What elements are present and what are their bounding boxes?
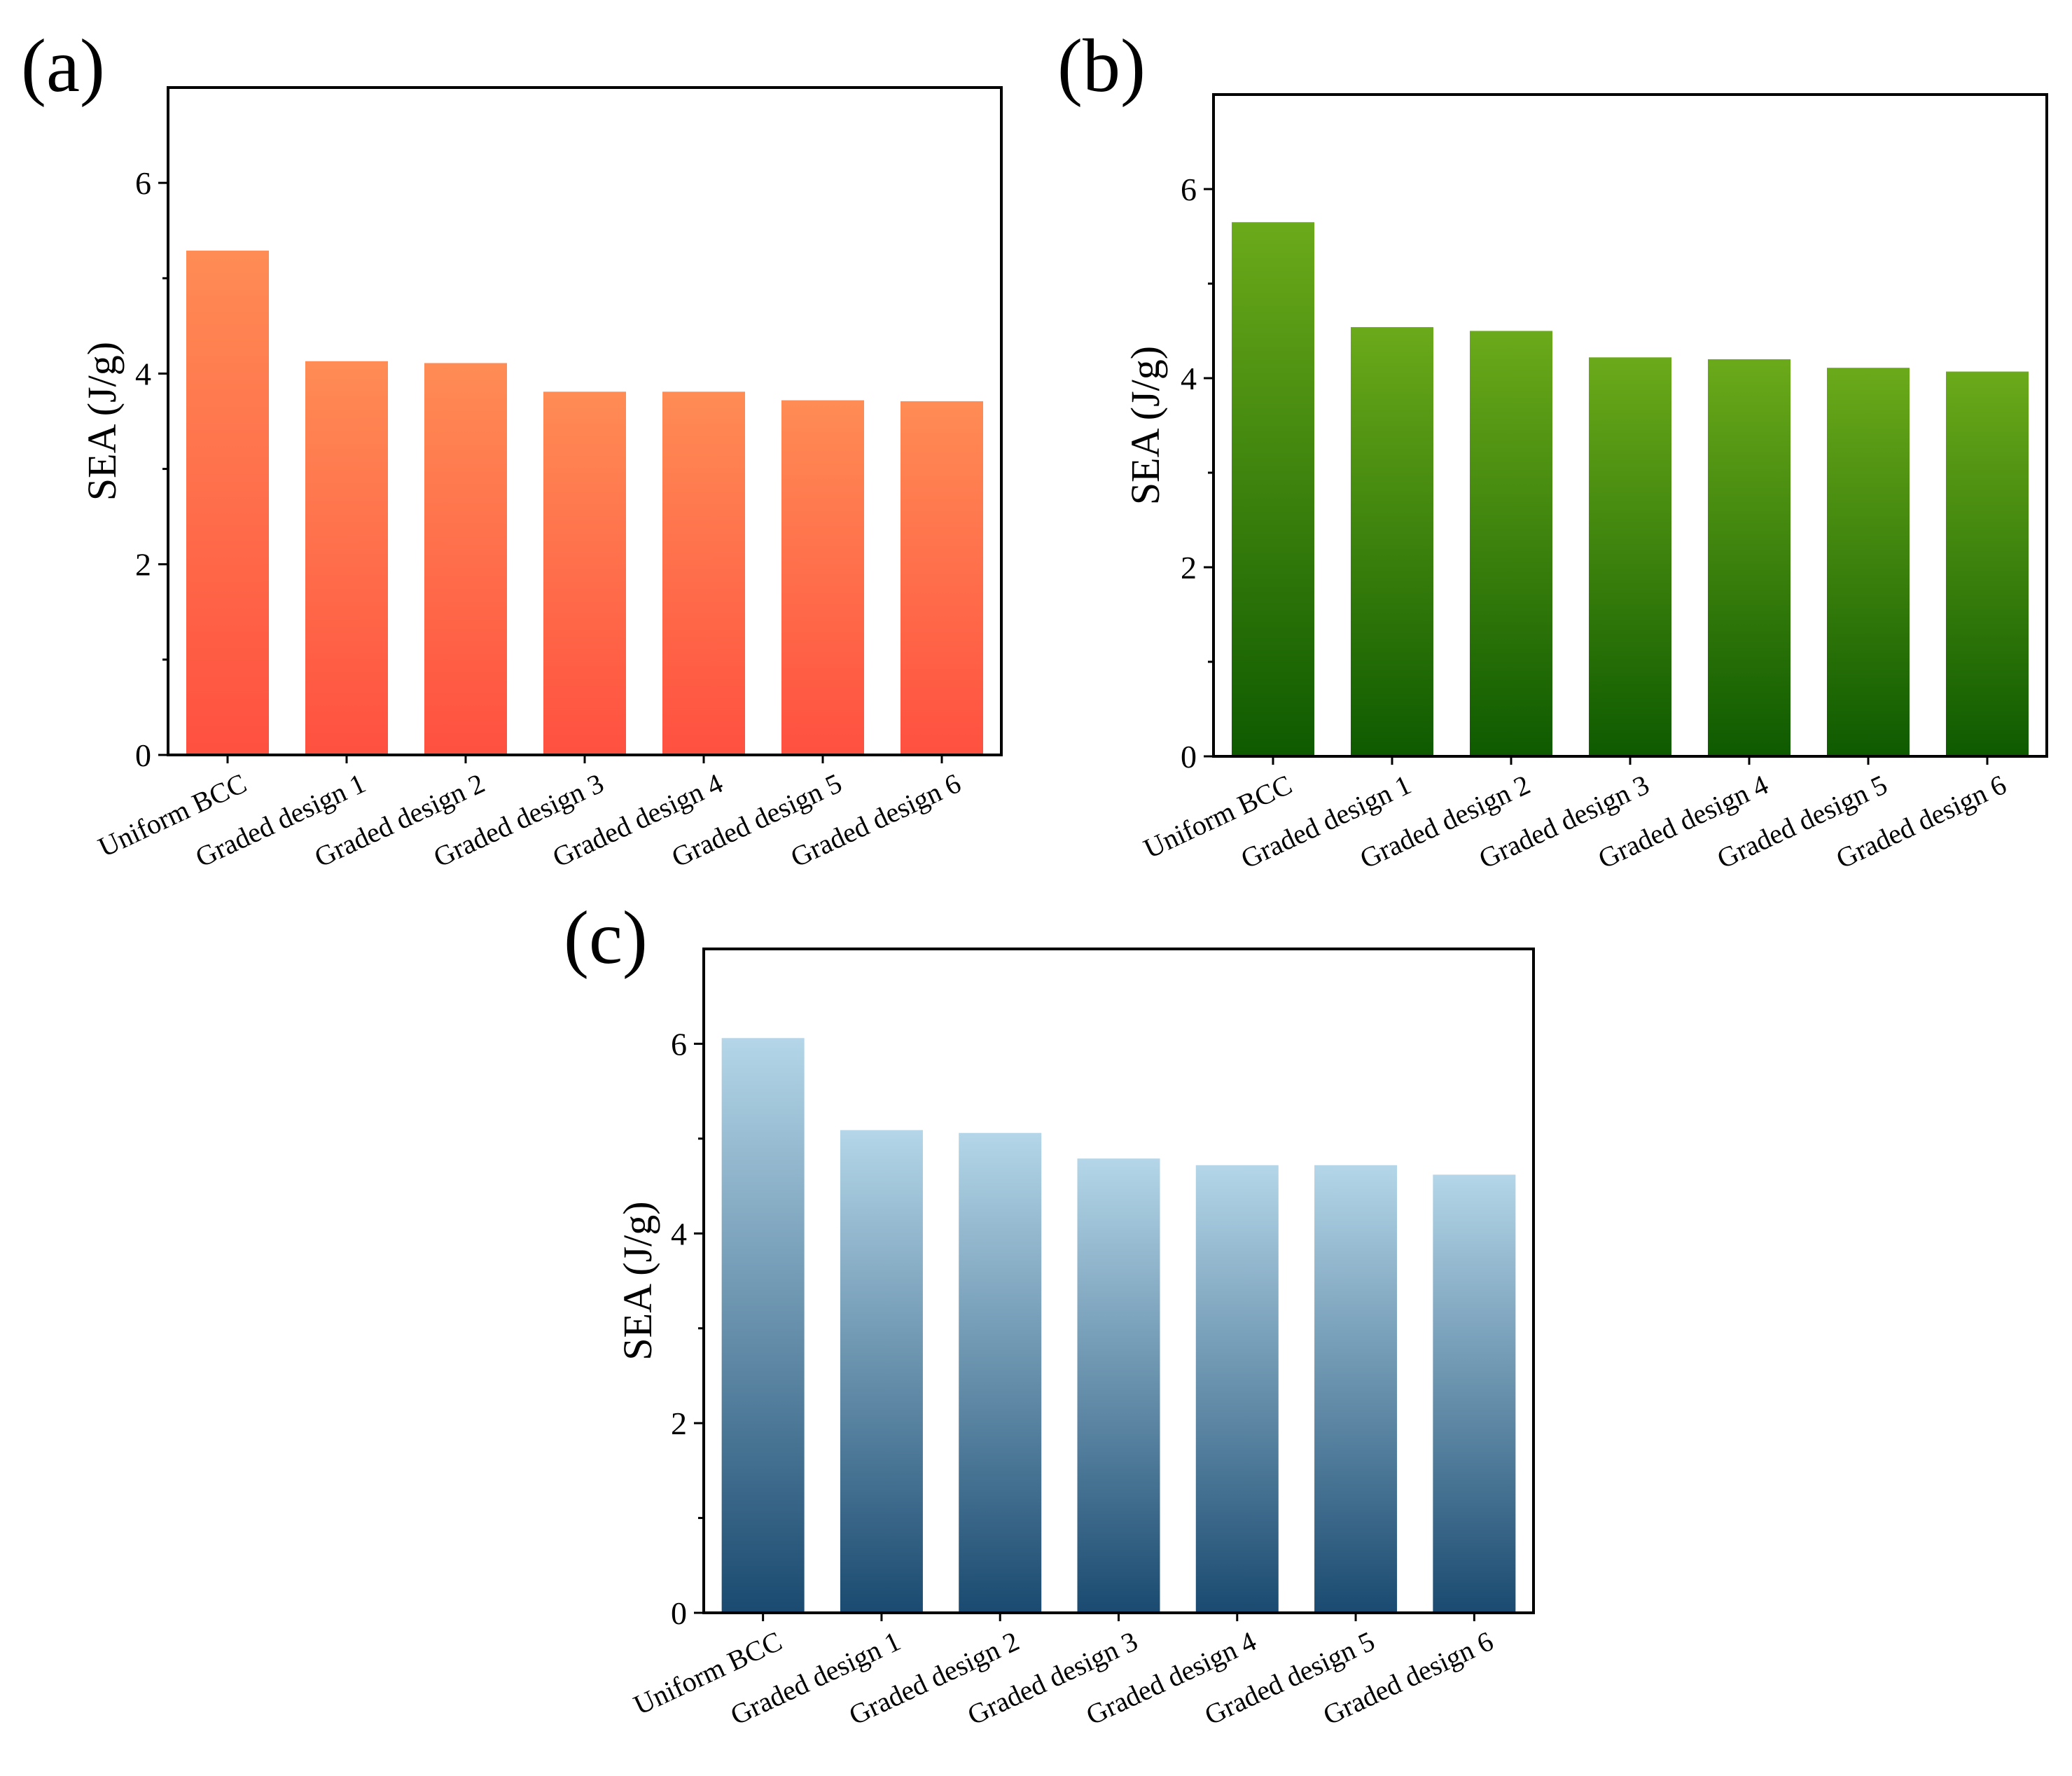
panel-label: (c): [564, 896, 648, 980]
bar-4: [543, 391, 626, 755]
y-tick-label: 0: [671, 1595, 687, 1631]
bar-6: [1314, 1165, 1398, 1613]
bar-6: [1827, 368, 1910, 756]
bar-7: [901, 401, 983, 755]
bar-2: [1351, 327, 1433, 757]
bar-4: [1077, 1158, 1160, 1613]
y-tick-label: 6: [1181, 172, 1197, 207]
y-tick-label: 2: [671, 1406, 687, 1441]
y-tick-label: 2: [135, 547, 151, 583]
bar-5: [1708, 359, 1791, 756]
y-tick-label: 6: [135, 165, 151, 201]
bar-1: [186, 250, 269, 755]
y-axis-title: SEA (J/g): [79, 342, 125, 501]
bar-5: [1195, 1165, 1279, 1613]
bar-5: [662, 391, 745, 755]
y-tick-label: 0: [135, 737, 151, 773]
bar-3: [424, 363, 507, 755]
y-tick-label: 6: [671, 1026, 687, 1062]
bar-7: [1433, 1174, 1516, 1613]
panel-label: (a): [21, 25, 105, 108]
bar-3: [959, 1132, 1042, 1613]
y-axis-title: SEA (J/g): [1122, 346, 1168, 505]
y-axis-title: SEA (J/g): [615, 1201, 660, 1360]
bar-7: [1946, 371, 2029, 756]
y-tick-label: 4: [671, 1216, 687, 1251]
bar-6: [781, 400, 864, 755]
bar-2: [305, 361, 388, 755]
bar-4: [1589, 357, 1671, 756]
bar-1: [721, 1038, 805, 1613]
bar-1: [1232, 222, 1314, 756]
y-tick-label: 4: [135, 356, 151, 391]
y-tick-label: 0: [1181, 739, 1197, 775]
bar-3: [1470, 331, 1552, 756]
panel-label: (b): [1057, 25, 1146, 108]
y-tick-label: 2: [1181, 550, 1197, 585]
y-tick-label: 4: [1181, 361, 1197, 396]
bar-2: [840, 1130, 923, 1613]
